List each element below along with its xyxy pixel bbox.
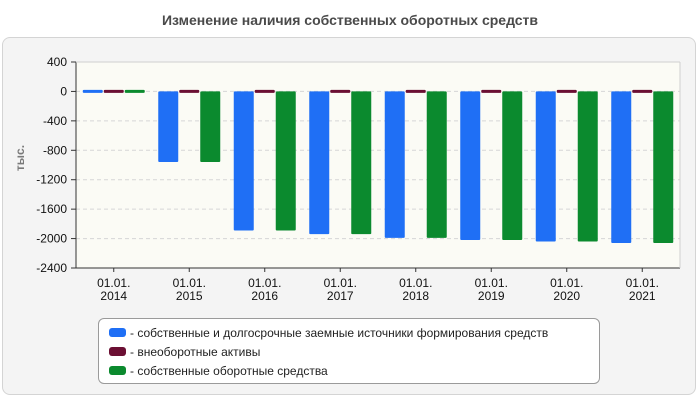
- x-tick-label: 01.01.: [248, 276, 281, 290]
- bar-series-3: [653, 91, 674, 243]
- x-tick-label: 01.01.: [97, 276, 130, 290]
- legend: - собственные и долгосрочные заемные ист…: [98, 318, 600, 384]
- x-tick-label: 2021: [629, 289, 656, 303]
- bar-series-1: [611, 91, 632, 243]
- x-tick-label: 2020: [553, 289, 580, 303]
- bar-series-2: [103, 89, 124, 93]
- legend-swatch: [109, 366, 126, 375]
- bar-series-1: [460, 91, 481, 241]
- bar-series-3: [577, 91, 598, 242]
- y-tick-label: -1200: [36, 173, 67, 187]
- y-tick-label: -800: [43, 143, 67, 157]
- legend-item: - собственные и долгосрочные заемные ист…: [109, 323, 599, 342]
- bar-series-2: [330, 89, 351, 93]
- legend-label: - внеоборотные активы: [130, 344, 261, 359]
- x-tick-label: 01.01.: [399, 276, 432, 290]
- x-tick-label: 2015: [176, 289, 203, 303]
- legend-label: - собственные оборотные средства: [130, 363, 328, 378]
- x-tick-label: 2019: [478, 289, 505, 303]
- bar-series-3: [351, 91, 372, 235]
- bar-series-3: [502, 91, 523, 241]
- legend-label: - собственные и долгосрочные заемные ист…: [130, 325, 549, 340]
- bar-series-2: [556, 89, 577, 93]
- bar-series-2: [179, 89, 200, 93]
- x-tick-label: 2018: [402, 289, 429, 303]
- x-tick-label: 2017: [327, 289, 354, 303]
- bar-series-1: [309, 91, 330, 235]
- legend-swatch: [109, 347, 126, 356]
- bar-series-3: [275, 91, 296, 231]
- y-tick-label: -2400: [36, 261, 67, 275]
- x-tick-label: 2016: [251, 289, 278, 303]
- bar-series-1: [233, 91, 254, 231]
- bar-series-3: [124, 89, 145, 93]
- bar-series-2: [254, 89, 275, 93]
- bar-series-1: [158, 91, 179, 163]
- legend-item: - собственные оборотные средства: [109, 361, 599, 380]
- chart-title: Изменение наличия собственных оборотных …: [161, 12, 539, 28]
- y-tick-label: 400: [47, 55, 67, 69]
- bar-series-1: [535, 91, 556, 242]
- y-tick-label: -400: [43, 114, 67, 128]
- x-tick-label: 01.01.: [550, 276, 583, 290]
- x-tick-label: 01.01.: [475, 276, 508, 290]
- x-tick-label: 01.01.: [324, 276, 357, 290]
- bar-series-2: [481, 89, 502, 93]
- y-tick-label: -2000: [36, 232, 67, 246]
- bar-series-1: [82, 89, 103, 93]
- x-tick-label: 01.01.: [626, 276, 659, 290]
- legend-item: - внеоборотные активы: [109, 342, 599, 361]
- legend-swatch: [109, 328, 126, 337]
- y-axis-label: тыс.: [13, 145, 27, 171]
- y-tick-label: 0: [60, 84, 67, 98]
- bar-series-1: [384, 91, 405, 238]
- bar-series-3: [426, 91, 447, 238]
- bar-series-3: [200, 91, 221, 163]
- y-tick-label: -1600: [36, 202, 67, 216]
- x-tick-label: 2014: [100, 289, 127, 303]
- x-tick-label: 01.01.: [173, 276, 206, 290]
- bar-series-2: [405, 89, 426, 93]
- bar-series-2: [632, 89, 653, 93]
